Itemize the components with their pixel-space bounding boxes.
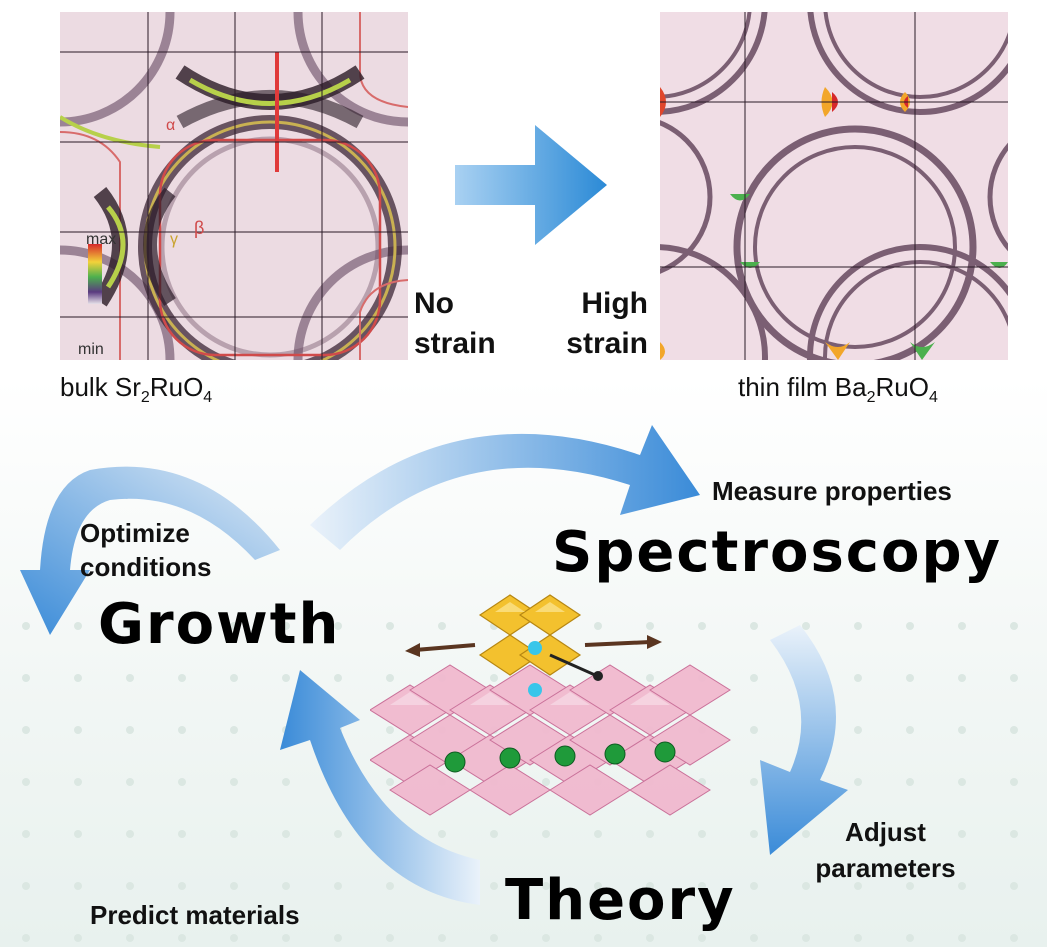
colorbar-min-label: min bbox=[78, 341, 104, 358]
optimize-line2: conditions bbox=[80, 552, 212, 582]
optimize-conditions-label: Optimize conditions bbox=[80, 516, 211, 584]
no-strain-line2: strain bbox=[414, 327, 496, 360]
caption-bulk: bulk Sr2RuO4 bbox=[60, 372, 213, 407]
band-label-beta: β bbox=[194, 218, 204, 238]
colorbar-max-label: max bbox=[86, 231, 116, 248]
arrow-optimize-loop bbox=[20, 466, 280, 635]
adjust-line1: Adjust bbox=[845, 817, 926, 847]
strain-arrow-icon bbox=[455, 125, 607, 245]
crystal-structure-image bbox=[370, 594, 731, 816]
fermi-surface-bulk: α β γ max min bbox=[60, 12, 408, 360]
theory-label: Theory bbox=[505, 868, 736, 933]
caption-thin-film: thin film Ba2RuO4 bbox=[738, 372, 938, 407]
arrow-theory-to-growth bbox=[280, 670, 480, 905]
spectroscopy-label: Spectroscopy bbox=[552, 520, 1003, 585]
band-label-alpha: α bbox=[166, 117, 175, 134]
cycle-arrows bbox=[20, 425, 848, 905]
growth-label: Growth bbox=[98, 592, 341, 657]
adjust-parameters-label: Adjust parameters bbox=[788, 814, 983, 886]
high-strain-line2: strain bbox=[566, 327, 648, 360]
optimize-line1: Optimize bbox=[80, 518, 190, 548]
measure-properties-label: Measure properties bbox=[712, 476, 952, 506]
no-strain-label: No strain bbox=[414, 284, 496, 364]
arrow-growth-to-spectroscopy bbox=[310, 425, 700, 550]
band-label-gamma: γ bbox=[170, 231, 178, 248]
adjust-line2: parameters bbox=[815, 853, 956, 883]
no-strain-line1: No bbox=[414, 287, 454, 320]
high-strain-line1: High bbox=[581, 287, 648, 320]
high-strain-label: High strain bbox=[548, 284, 648, 364]
predict-materials-label: Predict materials bbox=[90, 900, 300, 930]
arrow-spectroscopy-to-theory bbox=[760, 625, 848, 855]
fermi-surface-thin-film bbox=[660, 12, 1008, 360]
